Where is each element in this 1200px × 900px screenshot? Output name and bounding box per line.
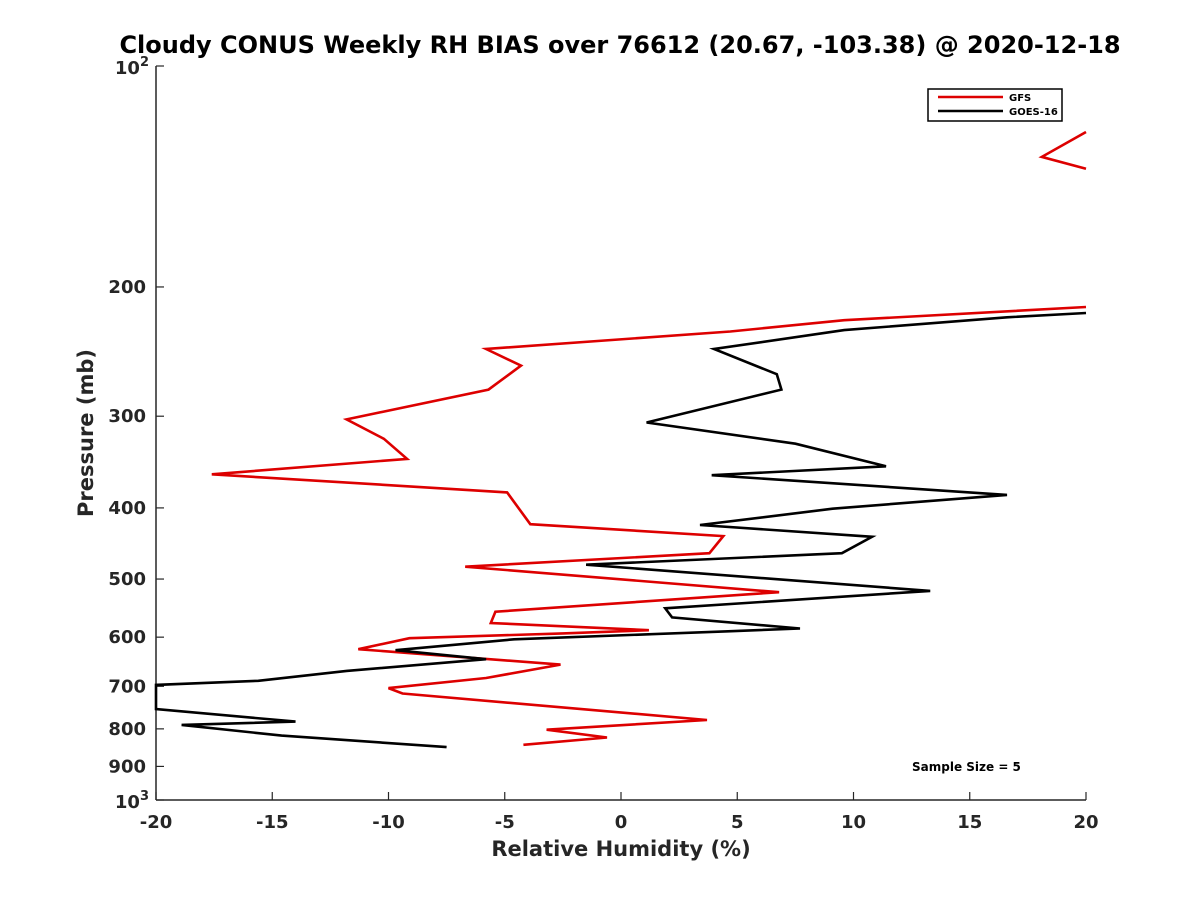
y-tick-label: 300 xyxy=(108,406,146,427)
tick-power-base: 10 xyxy=(115,792,140,813)
tick-power-exponent: 2 xyxy=(140,55,149,70)
sample-size-annotation: Sample Size = 5 xyxy=(912,760,1021,774)
y-tick-label: 900 xyxy=(108,756,146,777)
y-tick-label: 400 xyxy=(108,498,146,519)
y-tick-label-power: 102 xyxy=(115,55,149,79)
y-tick-label: 700 xyxy=(108,676,146,697)
x-tick-label: 15 xyxy=(957,812,982,833)
chart-title: Cloudy CONUS Weekly RH BIAS over 76612 (… xyxy=(119,31,1120,59)
series-line-gfs xyxy=(1038,130,1087,170)
plot-area xyxy=(156,66,1086,800)
series-group xyxy=(154,130,1087,749)
tick-power-exponent: 3 xyxy=(140,789,149,804)
y-tick-label: 800 xyxy=(108,719,146,740)
tick-power-base: 10 xyxy=(115,58,140,79)
legend-box xyxy=(927,88,1063,122)
y-axis-label: Pressure (mb) xyxy=(74,349,98,517)
x-tick-label: -5 xyxy=(495,812,515,833)
y-tick-label: 200 xyxy=(108,277,146,298)
x-tick-label: -15 xyxy=(256,812,289,833)
x-tick-label: -10 xyxy=(372,812,405,833)
x-tick-label: 10 xyxy=(841,812,866,833)
legend: GFS GOES-16 xyxy=(927,88,1063,122)
x-tick-label: 5 xyxy=(731,812,744,833)
x-axis-label: Relative Humidity (%) xyxy=(491,837,750,861)
y-tick-label: 500 xyxy=(108,569,146,590)
legend-label-gfs: GFS xyxy=(1009,93,1031,104)
y-tick-label-power: 103 xyxy=(115,789,149,813)
x-tick-label: 0 xyxy=(615,812,628,833)
legend-label-goes16: GOES-16 xyxy=(1009,107,1058,118)
x-tick-label: 20 xyxy=(1073,812,1098,833)
x-ticks: -20 -15 -10 -5 0 5 10 15 20 xyxy=(140,792,1099,833)
x-tick-label: -20 xyxy=(140,812,173,833)
series-line-gfs xyxy=(211,305,1087,747)
y-tick-label: 600 xyxy=(108,627,146,648)
series-line-goes16 xyxy=(154,311,1087,749)
